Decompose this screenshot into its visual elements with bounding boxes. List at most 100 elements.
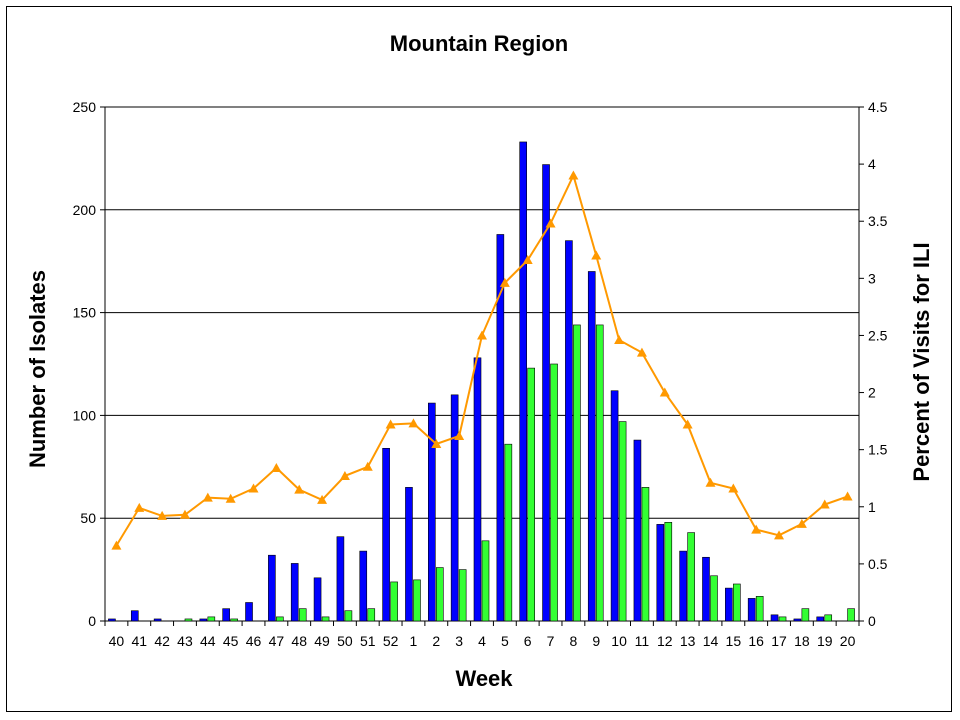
bar-series1-3 [450, 394, 459, 622]
ili-point-42 [157, 510, 168, 520]
ili-point-17 [774, 530, 785, 540]
x-tick-label: 10 [611, 633, 627, 649]
bar-series1-41 [130, 610, 139, 622]
bar-series1-16 [747, 598, 756, 622]
y2-tick-label: 4 [868, 156, 876, 172]
bar-series1-1 [405, 487, 413, 622]
x-tick-label: 8 [569, 633, 577, 649]
ili-line [115, 172, 848, 547]
bar-series1-51 [359, 550, 368, 622]
x-tick-label: 42 [154, 633, 170, 649]
x-tick-label: 5 [501, 633, 509, 649]
bar-series2-44 [207, 616, 216, 622]
bar-series2-5 [504, 443, 513, 622]
ili-point-2 [431, 438, 442, 448]
bar-series2-15 [733, 583, 741, 622]
ili-point-52 [385, 419, 396, 429]
x-tick-label: 2 [432, 633, 440, 649]
bar-series2-52 [390, 581, 398, 622]
bar-series2-48 [298, 608, 307, 622]
y-tick-label: 50 [80, 510, 96, 526]
ili-point-1 [408, 418, 419, 428]
ili-point-50 [339, 470, 350, 480]
bar-series2-9 [595, 324, 604, 622]
ili-point-43 [179, 509, 190, 519]
bar-series2-13 [687, 532, 695, 622]
ili-point-40 [111, 540, 122, 550]
chart: Mountain Region 05010015020025000.511.52… [25, 31, 934, 691]
bar-series1-19 [816, 616, 825, 622]
bar-series1-4 [473, 357, 482, 622]
x-tick-label: 15 [726, 633, 742, 649]
bar-series1-49 [313, 577, 322, 622]
bar-series2-3 [458, 569, 467, 622]
x-tick-label: 47 [269, 633, 285, 649]
bar-series2-20 [847, 608, 855, 622]
x-tick-label: 41 [131, 633, 147, 649]
y-axis-title: Number of Isolates [25, 270, 50, 468]
bar-series1-12 [656, 524, 665, 622]
ili-point-11 [636, 347, 647, 357]
bar-series1-47 [268, 554, 276, 622]
x-tick-label: 7 [547, 633, 555, 649]
bar-series2-47 [276, 616, 284, 622]
ili-point-13 [682, 419, 693, 429]
y-tick-label: 150 [73, 305, 97, 321]
x-tick-label: 13 [680, 633, 696, 649]
bar-series2-6 [527, 367, 535, 622]
y2-tick-label: 2.5 [868, 327, 888, 343]
bar-series2-2 [436, 567, 444, 622]
bar-series2-50 [344, 610, 353, 622]
x-tick-label: 1 [410, 633, 418, 649]
y-tick-label: 100 [73, 407, 97, 423]
ili-point-16 [751, 524, 762, 534]
bar-series2-51 [367, 608, 376, 622]
y2-axis-title: Percent of Visits for ILI [909, 242, 934, 481]
chart-frame: Mountain Region 0 50 100 150 200 250 0 0.5 1 1.5 2… [6, 6, 952, 712]
y2-tick-label: 2 [868, 385, 876, 401]
ili-point-44 [202, 492, 213, 502]
x-tick-label: 52 [383, 633, 399, 649]
y2-tick-label: 0 [868, 613, 876, 629]
y2-tick-label: 1.5 [868, 442, 888, 458]
ili-point-8 [568, 170, 579, 180]
y-tick-label: 250 [73, 99, 97, 115]
x-tick-label: 51 [360, 633, 376, 649]
ili-point-15 [728, 483, 739, 493]
bar-series1-2 [428, 402, 436, 622]
bar-series1-46 [245, 602, 253, 622]
y-tick-label: 200 [73, 202, 97, 218]
x-tick-label: 44 [200, 633, 216, 649]
x-tick-label: 45 [223, 633, 239, 649]
x-tick-label: 6 [524, 633, 532, 649]
bar-series2-14 [710, 575, 718, 622]
y2-tick-label: 1 [868, 499, 876, 515]
bar-series2-16 [755, 596, 764, 622]
ili-point-45 [225, 493, 236, 503]
bar-series2-10 [618, 421, 627, 622]
bar-series1-52 [382, 447, 390, 622]
ili-point-20 [842, 491, 853, 501]
x-tick-label: 16 [748, 633, 764, 649]
bar-series1-45 [222, 608, 230, 622]
bar-series2-18 [801, 608, 810, 622]
x-tick-label: 48 [291, 633, 307, 649]
x-tick-label: 12 [657, 633, 673, 649]
bar-series1-14 [702, 556, 710, 622]
y2-tick-label: 3 [868, 270, 876, 286]
bar-series2-49 [321, 616, 330, 622]
y2-tick-label: 3.5 [868, 213, 888, 229]
x-tick-label: 50 [337, 633, 353, 649]
ili-point-14 [705, 477, 716, 487]
bar-series2-45 [230, 618, 238, 622]
bar-series1-9 [587, 271, 596, 622]
bar-series1-7 [542, 164, 550, 622]
bar-series2-43 [184, 618, 193, 622]
ili-point-12 [659, 387, 670, 397]
ili-point-9 [591, 250, 602, 260]
bar-series1-44 [199, 618, 208, 622]
bar-series2-8 [573, 324, 581, 622]
x-tick-label: 4 [478, 633, 486, 649]
ili-point-5 [499, 277, 510, 287]
